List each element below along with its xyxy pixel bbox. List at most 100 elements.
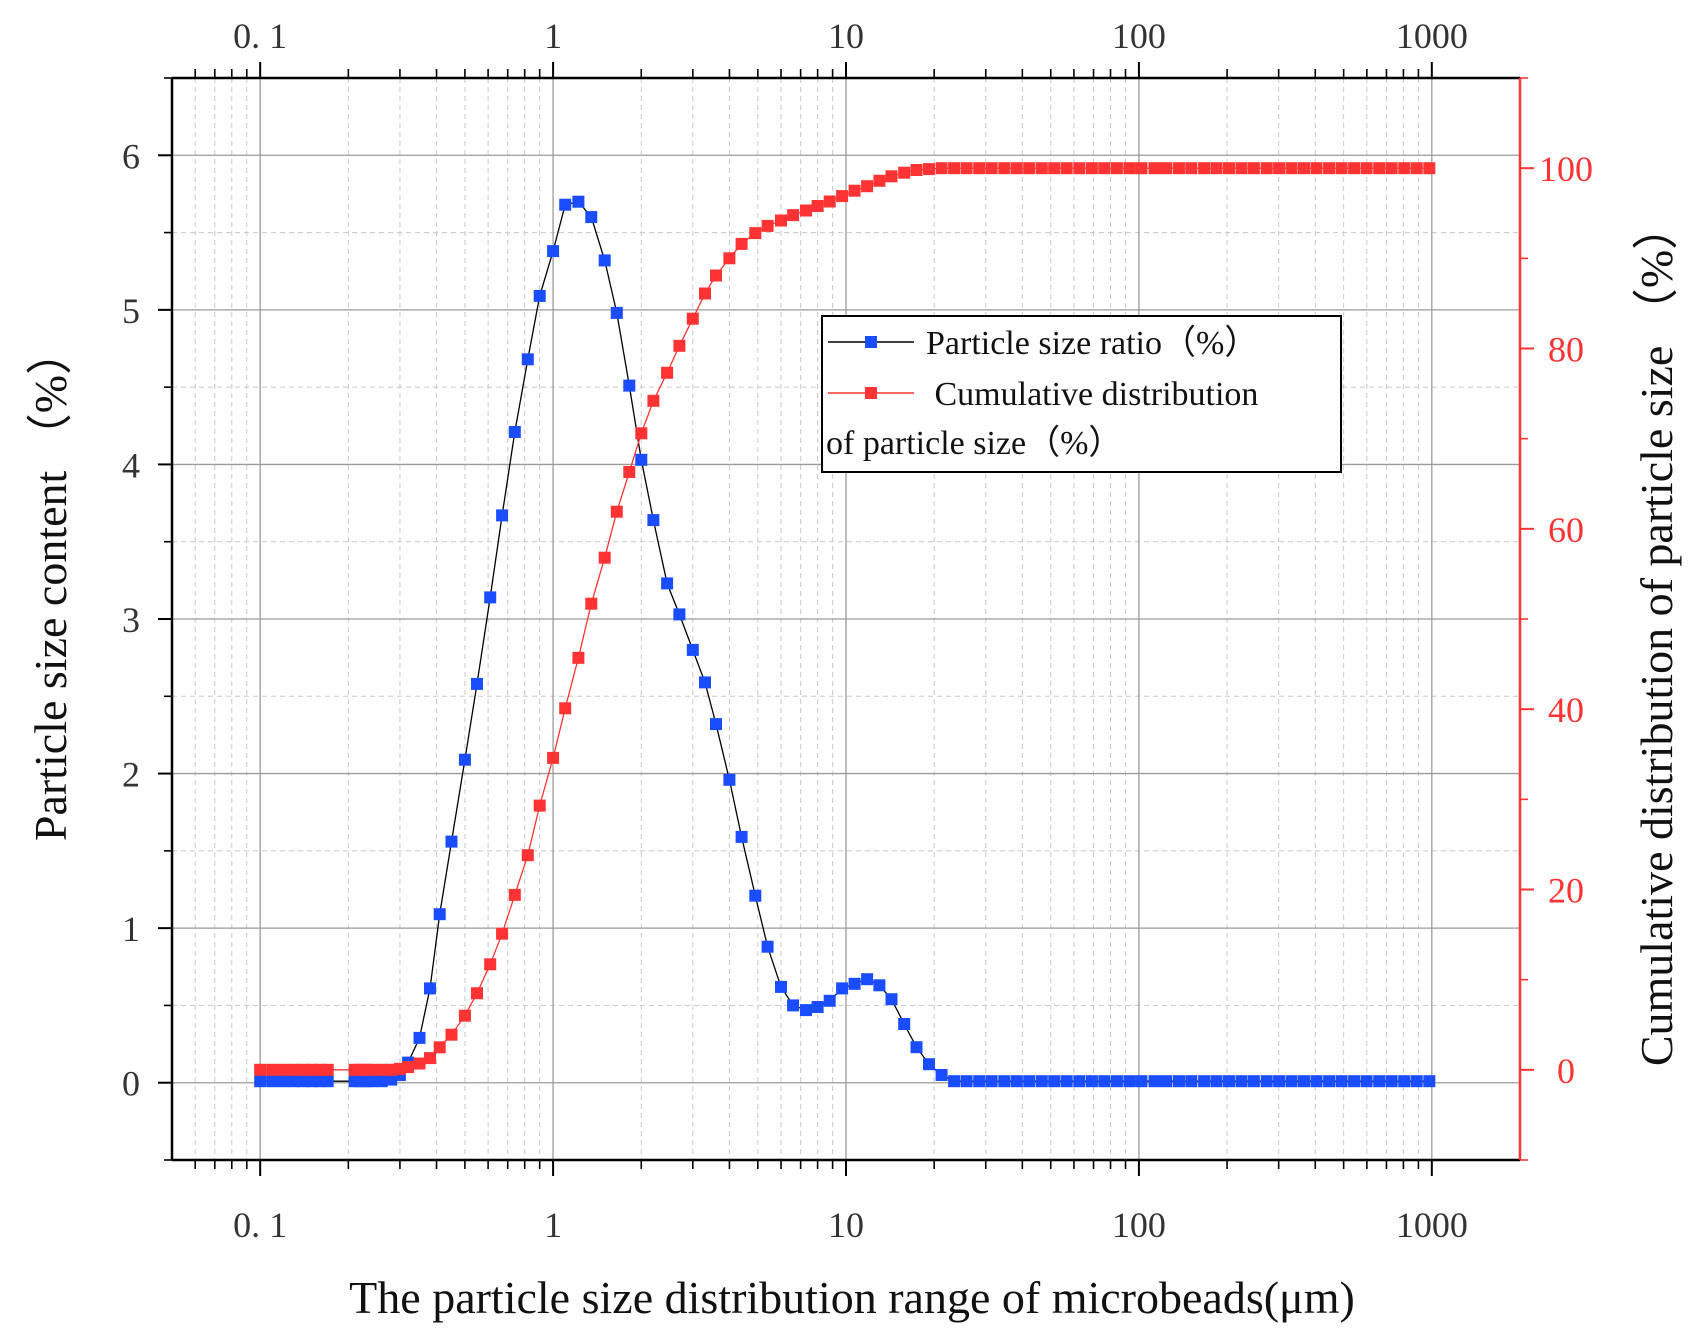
point-ratio xyxy=(635,453,648,466)
point-ratio xyxy=(598,254,611,267)
point-ratio xyxy=(1110,1075,1123,1088)
point-ratio xyxy=(458,753,471,766)
point-ratio xyxy=(885,993,898,1006)
point-ratio xyxy=(254,1075,267,1088)
point-ratio xyxy=(823,994,836,1007)
point-ratio xyxy=(935,1069,948,1081)
y2-tick-label: 80 xyxy=(1548,330,1584,370)
point-cumulative xyxy=(635,427,648,440)
series-layer xyxy=(254,162,1436,1088)
point-cumulative xyxy=(375,1063,388,1076)
point-ratio xyxy=(1010,1075,1023,1088)
point-cumulative xyxy=(1035,162,1048,175)
point-cumulative xyxy=(1348,162,1361,175)
point-cumulative xyxy=(1135,162,1148,175)
point-ratio xyxy=(1410,1075,1423,1088)
point-ratio xyxy=(1198,1075,1211,1088)
point-cumulative xyxy=(458,1009,471,1022)
point-ratio xyxy=(1060,1075,1073,1088)
point-cumulative xyxy=(898,166,911,179)
point-ratio xyxy=(1310,1075,1323,1088)
point-ratio xyxy=(1423,1075,1436,1088)
point-cumulative xyxy=(873,174,886,187)
point-ratio xyxy=(413,1031,426,1044)
point-cumulative xyxy=(1385,162,1398,175)
point-ratio xyxy=(610,306,623,319)
point-cumulative xyxy=(948,162,961,175)
point-ratio xyxy=(1323,1075,1336,1088)
y-tick-label: 5 xyxy=(122,291,140,331)
point-cumulative xyxy=(960,162,973,175)
point-ratio xyxy=(861,973,874,986)
point-ratio xyxy=(960,1075,973,1088)
y-tick-label: 2 xyxy=(122,755,140,795)
point-cumulative xyxy=(598,551,611,564)
point-ratio xyxy=(496,509,509,522)
point-cumulative xyxy=(1235,162,1248,175)
x-axis-title: The particle size distribution range of … xyxy=(349,1272,1355,1323)
point-ratio xyxy=(749,889,762,902)
point-cumulative xyxy=(848,184,861,197)
y2-tick-label: 0 xyxy=(1557,1051,1575,1091)
point-cumulative xyxy=(861,180,874,193)
y-axis-title: Particle size content （%） xyxy=(25,329,76,841)
legend: Particle size ratio（%） Cumulative distri… xyxy=(821,315,1342,473)
point-ratio xyxy=(287,1075,300,1088)
point-cumulative xyxy=(998,162,1011,175)
point-ratio xyxy=(1173,1075,1185,1088)
point-ratio xyxy=(1260,1075,1273,1088)
point-cumulative xyxy=(321,1063,334,1076)
point-ratio xyxy=(321,1075,334,1088)
point-cumulative xyxy=(1123,162,1136,175)
point-cumulative xyxy=(445,1028,458,1041)
point-ratio xyxy=(424,982,436,995)
point-cumulative xyxy=(823,195,836,208)
point-cumulative xyxy=(254,1063,267,1076)
point-cumulative xyxy=(647,394,660,407)
point-cumulative xyxy=(559,702,572,715)
point-ratio xyxy=(1185,1075,1198,1088)
point-ratio xyxy=(848,977,861,990)
point-ratio xyxy=(1298,1075,1310,1088)
point-ratio xyxy=(559,198,572,211)
point-ratio xyxy=(1335,1075,1348,1088)
point-ratio xyxy=(998,1075,1011,1088)
point-ratio xyxy=(973,1075,986,1088)
y-tick-label: 6 xyxy=(122,136,140,176)
point-ratio xyxy=(873,979,886,992)
point-cumulative xyxy=(749,227,762,240)
y2-axis-title: Cumulative distribution of particle size… xyxy=(1631,204,1682,1066)
point-cumulative xyxy=(661,366,674,379)
point-cumulative xyxy=(1060,162,1073,175)
point-cumulative xyxy=(1223,162,1235,175)
point-ratio xyxy=(647,514,660,527)
point-cumulative xyxy=(433,1041,446,1054)
point-cumulative xyxy=(1210,162,1223,175)
point-cumulative xyxy=(1273,162,1286,175)
point-cumulative xyxy=(1373,162,1386,175)
x-tick-label-bottom: 10 xyxy=(828,1205,864,1245)
point-cumulative xyxy=(735,237,748,250)
point-cumulative xyxy=(787,209,800,222)
point-cumulative xyxy=(1010,162,1023,175)
point-ratio xyxy=(1073,1075,1086,1088)
point-ratio xyxy=(365,1075,378,1088)
point-cumulative xyxy=(610,505,623,518)
point-ratio xyxy=(710,718,722,731)
legend-label-cumulative: Cumulative distribution xyxy=(926,376,1258,413)
y-tick-label: 1 xyxy=(122,909,140,949)
point-ratio xyxy=(686,643,699,656)
x-tick-label-bottom: 100 xyxy=(1112,1205,1166,1245)
point-cumulative xyxy=(1247,162,1260,175)
point-ratio xyxy=(484,591,497,604)
point-cumulative xyxy=(761,219,774,232)
point-ratio xyxy=(1123,1075,1136,1088)
point-cumulative xyxy=(885,170,898,183)
y-tick-label: 4 xyxy=(122,445,140,485)
point-cumulative xyxy=(1098,162,1111,175)
point-cumulative xyxy=(710,269,722,282)
point-ratio xyxy=(761,940,774,953)
point-ratio xyxy=(985,1075,998,1088)
